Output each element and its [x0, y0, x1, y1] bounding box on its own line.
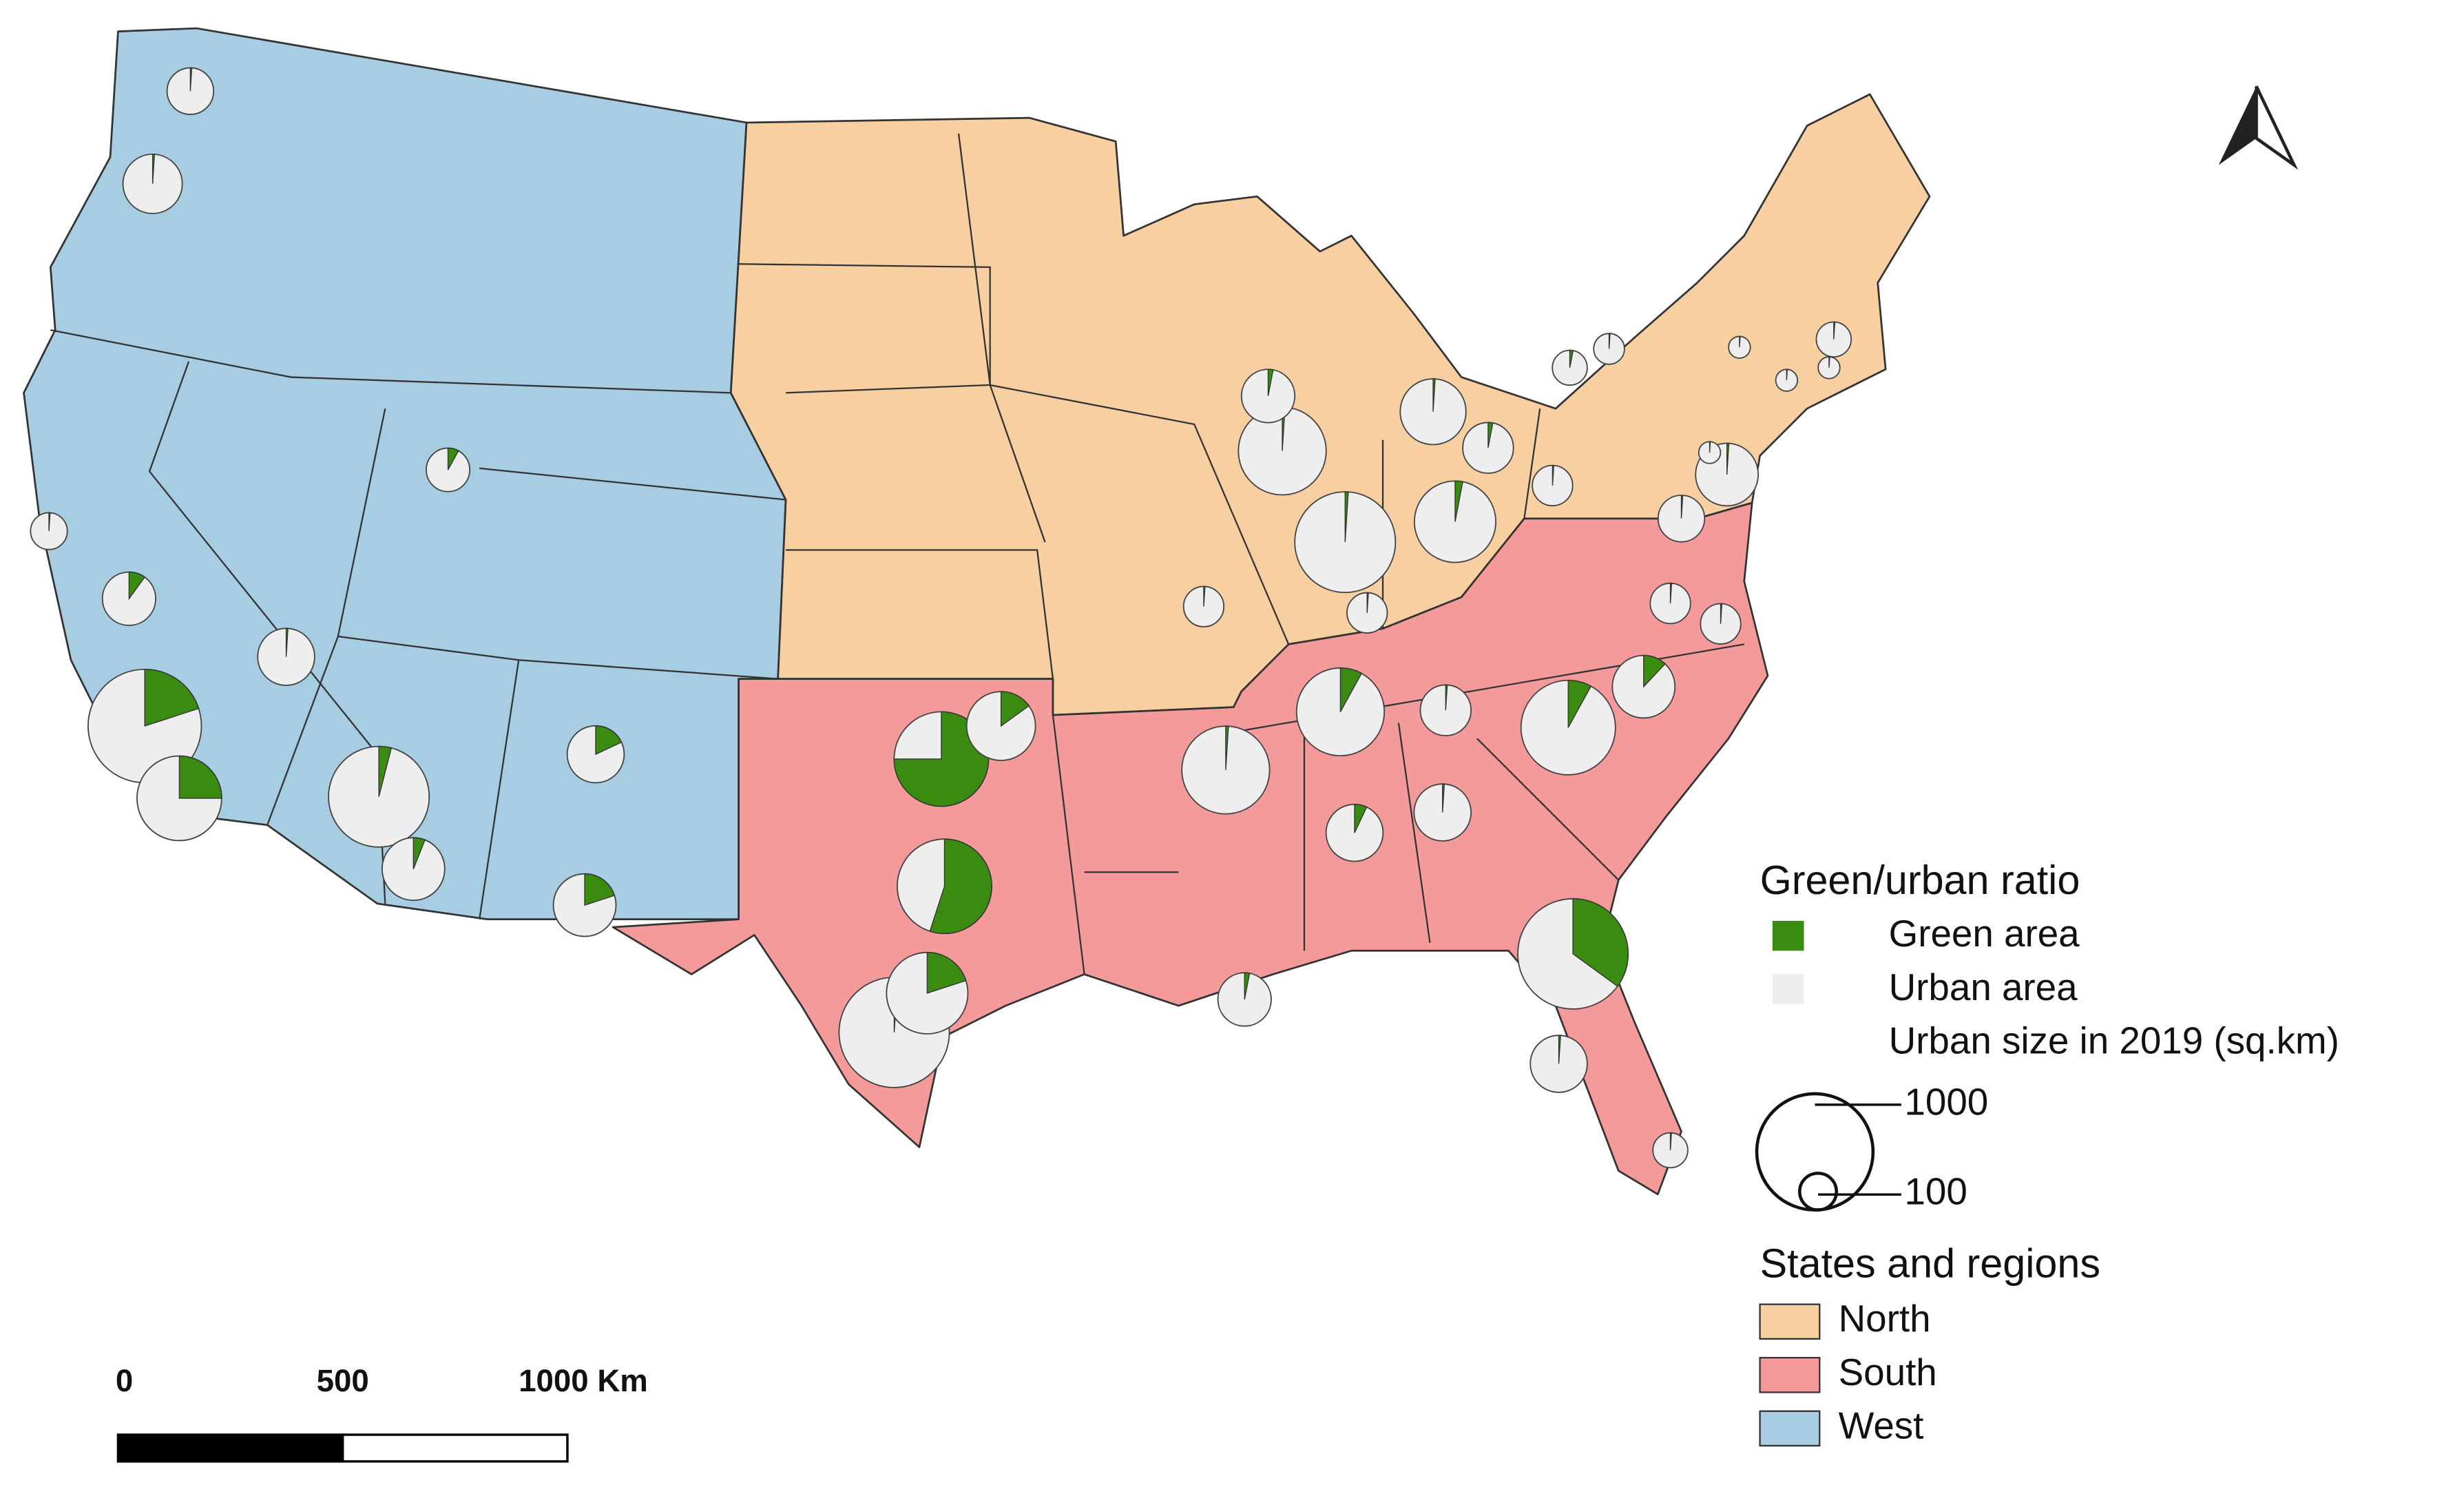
pie-green: [1203, 585, 1206, 607]
north-arrow: [2218, 85, 2299, 170]
pie-green: [1442, 783, 1445, 813]
pie-green: [1000, 691, 1030, 727]
pie-green: [1572, 898, 1629, 987]
pie-green: [1432, 378, 1436, 412]
state-border: [1523, 408, 1541, 519]
pie-green: [1454, 480, 1463, 522]
state-border: [1052, 714, 1085, 975]
pie-green: [144, 669, 200, 727]
pie-green: [1833, 321, 1836, 340]
region-swatch: [1759, 1410, 1821, 1447]
state-border: [1476, 738, 1620, 881]
pie-green: [1608, 333, 1611, 349]
pie-green: [1786, 368, 1788, 381]
legend-label: Green area: [1889, 912, 2080, 955]
state-border: [479, 660, 520, 920]
size-legend-title: Urban size in 2019 (sq.km): [1889, 1019, 2339, 1061]
pie-green: [378, 745, 393, 797]
pie-green: [1344, 491, 1349, 543]
state-border: [267, 408, 386, 826]
size-legend-label: 1000: [1904, 1080, 1988, 1123]
pie-green: [1244, 972, 1251, 1000]
pie-green: [178, 755, 222, 799]
scale-label: 1000 Km: [519, 1363, 648, 1398]
pie-green: [1366, 592, 1369, 613]
region-swatch: [1759, 1357, 1821, 1393]
region-label: South: [1839, 1351, 1937, 1393]
pie-green: [1680, 495, 1684, 519]
pie-charts: [30, 67, 1852, 1169]
state-border: [50, 329, 731, 394]
pie-green: [189, 67, 193, 92]
pie-green: [1487, 422, 1494, 448]
north-arrow-left: [2218, 86, 2257, 165]
scale-label: 0: [116, 1363, 133, 1398]
legend-swatch: [1772, 920, 1804, 951]
scale-segment: [116, 1433, 344, 1463]
pie-green: [1726, 442, 1730, 475]
size-legend-label: 100: [1904, 1170, 1967, 1213]
scale-bar: 0 500 1000 Km: [116, 1363, 648, 1463]
pie-green: [1720, 603, 1723, 624]
pie-green: [447, 447, 459, 470]
regions-legend-title: States and regions: [1760, 1240, 2100, 1287]
pie-green: [1552, 465, 1554, 486]
pie-green: [1567, 680, 1592, 728]
scale-label: 500: [317, 1363, 369, 1398]
state-border: [1397, 723, 1431, 944]
legend-swatch: [1772, 974, 1804, 1004]
pie-green: [1669, 1132, 1672, 1151]
pie-green: [1558, 1035, 1561, 1064]
region-swatch: [1759, 1303, 1821, 1340]
pie-green: [929, 838, 992, 935]
pie-green: [413, 837, 426, 869]
pie-green: [1445, 684, 1448, 711]
pie-green: [1225, 725, 1229, 770]
state-borders: [50, 133, 1744, 975]
pie-green: [152, 154, 156, 184]
pie-green: [1339, 667, 1363, 712]
size-legend-circle: [1755, 1092, 1875, 1212]
pie-green: [1709, 441, 1711, 453]
pie-green: [1354, 804, 1368, 833]
pie-green: [595, 725, 623, 756]
region-label: West: [1839, 1404, 1924, 1446]
scale-segment: [341, 1433, 569, 1463]
pie-green: [1267, 368, 1274, 397]
pie-green: [926, 952, 967, 994]
pie-green: [48, 512, 51, 532]
pie-green: [285, 627, 289, 657]
legend-title: Green/urban ratio: [1760, 857, 2080, 903]
state-border: [479, 467, 786, 501]
state-border: [738, 263, 991, 394]
legend-label: Urban area: [1889, 966, 2078, 1008]
pie-green: [1669, 583, 1673, 604]
legend: Green/urban ratio Urban size in 2019 (sq…: [1755, 857, 2339, 1447]
pie-green: [1643, 654, 1666, 688]
state-border: [990, 384, 1290, 645]
pie-green: [128, 571, 146, 601]
state-border: [786, 549, 1054, 679]
regions: [23, 27, 1931, 1196]
pie-green: [1828, 356, 1830, 368]
pie-green: [1569, 349, 1574, 368]
pie-green: [584, 873, 616, 906]
region-label: North: [1839, 1297, 1931, 1340]
north-arrow-right: [2255, 85, 2299, 170]
size-legend-circle: [1798, 1172, 1838, 1212]
